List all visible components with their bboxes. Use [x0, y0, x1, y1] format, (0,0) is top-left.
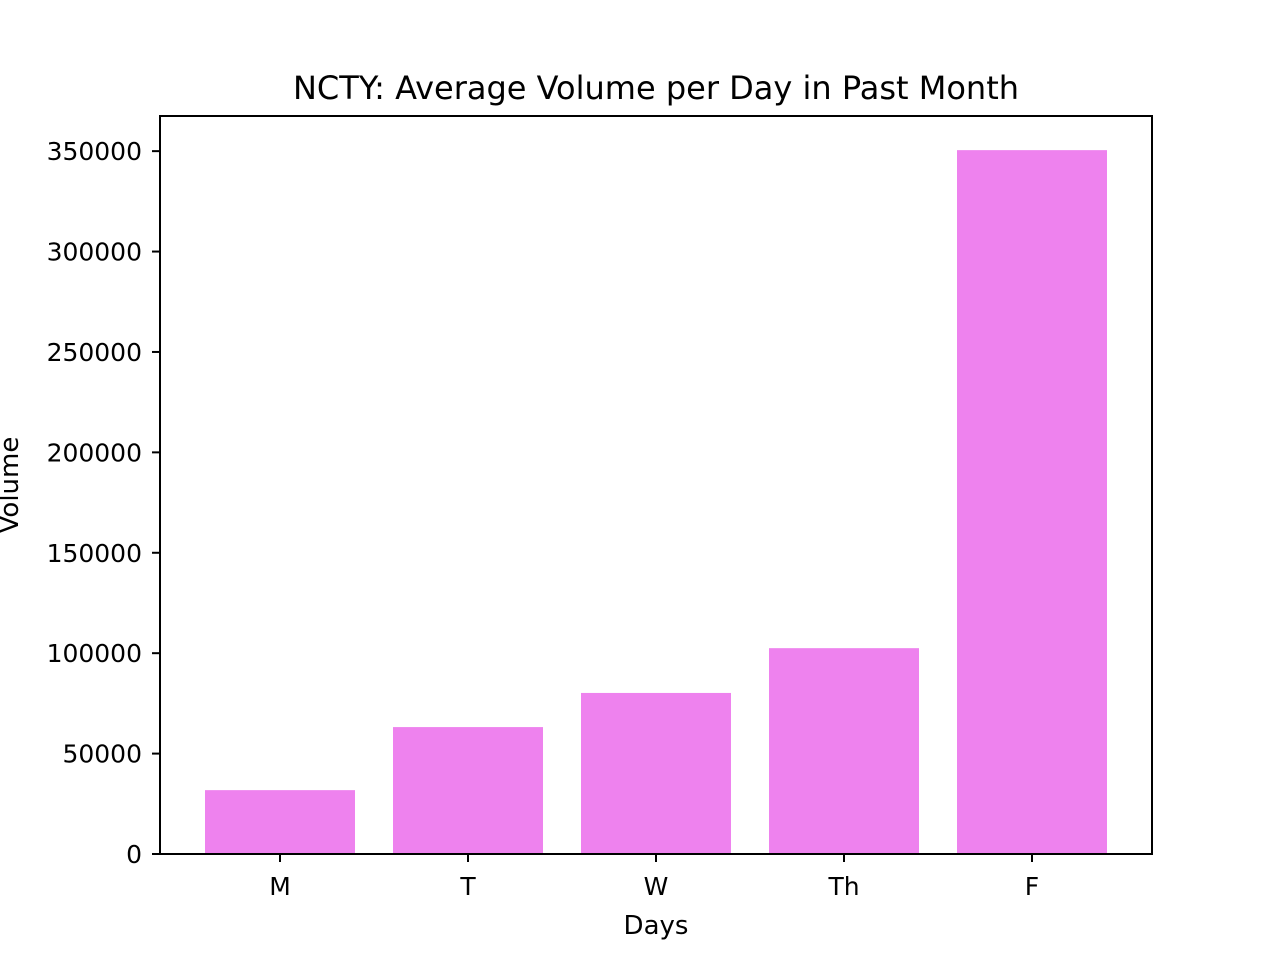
bars-group [205, 150, 1107, 854]
bar-f [957, 150, 1107, 854]
y-tick-label: 300000 [47, 238, 142, 267]
chart-title: NCTY: Average Volume per Day in Past Mon… [293, 69, 1019, 107]
bar-w [581, 692, 731, 854]
x-tick-label: Th [827, 872, 859, 901]
y-tick-label: 250000 [47, 338, 142, 367]
y-tick-label: 100000 [47, 639, 142, 668]
y-axis-label: Volume [0, 437, 25, 534]
x-tick-label: M [269, 872, 291, 901]
x-tick-label: T [459, 872, 476, 901]
x-tick-label: W [644, 872, 669, 901]
x-axis-label: Days [624, 911, 689, 941]
y-axis-ticks: 0 50000 100000 150000 200000 250000 300000 3500… [47, 137, 160, 869]
y-tick-label: 0 [126, 840, 142, 869]
y-tick-label: 200000 [47, 438, 142, 467]
x-tick-label: F [1025, 872, 1039, 901]
y-tick-label: 50000 [62, 740, 142, 769]
x-axis-ticks: M T W Th F [269, 854, 1039, 901]
bar-t [393, 727, 543, 854]
bar-m [205, 790, 355, 854]
bar-th [769, 648, 919, 854]
y-tick-label: 350000 [47, 137, 142, 166]
y-tick-label: 150000 [47, 539, 142, 568]
